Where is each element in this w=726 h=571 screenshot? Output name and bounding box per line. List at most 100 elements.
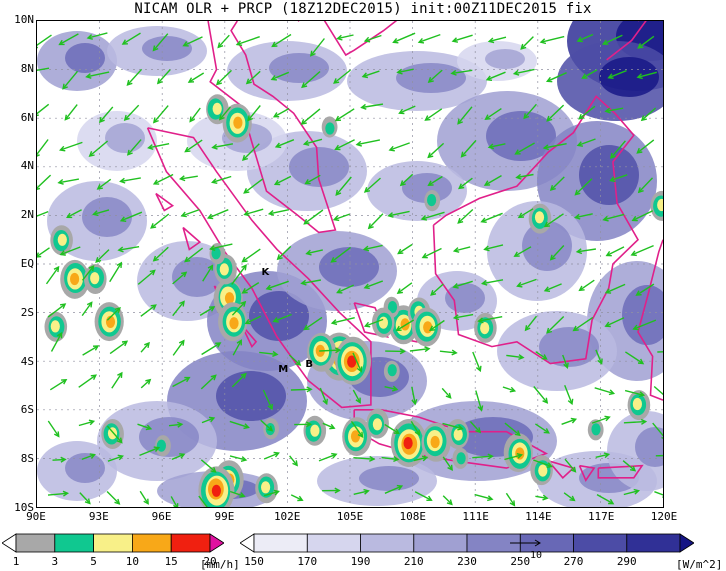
coastline [155, 192, 175, 212]
wind-arrow [595, 349, 603, 365]
wind-arrow [335, 176, 352, 197]
wind-arrow [66, 209, 82, 219]
olr-cloud-core [539, 327, 599, 367]
wind-arrow [564, 384, 574, 406]
wind-arrow [533, 386, 549, 404]
wind-arrow [427, 142, 445, 159]
longitude-tick-label: 90E [26, 510, 46, 523]
wind-arrow [632, 319, 657, 331]
wind-arrow [362, 244, 383, 252]
wind-arrow [37, 210, 49, 217]
wind-arrow [37, 103, 50, 117]
wind-arrow [578, 279, 595, 292]
wind-arrow [235, 36, 260, 46]
latitude-tick-label: 8N [20, 61, 34, 75]
wind-arrow [172, 376, 191, 388]
wind-arrow [535, 423, 550, 434]
wind-arrow [273, 175, 292, 186]
longitude-tick-label: 102E [273, 510, 301, 523]
wind-arrow [609, 174, 628, 183]
wind-arrow [513, 246, 532, 257]
wind-arrow [218, 106, 231, 121]
wind-arrow [217, 34, 230, 49]
wind-arrow [564, 458, 577, 473]
wind-arrow [322, 422, 336, 430]
wind-arrow [263, 451, 280, 460]
colorbar-segment [413, 533, 468, 553]
coastline [578, 464, 596, 482]
olr-cloud-core [485, 49, 525, 69]
wind-arrow [384, 423, 400, 435]
wind-arrow [595, 452, 611, 459]
wind-arrow [353, 455, 376, 462]
wind-arrow [81, 301, 93, 317]
wind-arrow [631, 210, 654, 222]
wind-arrow [147, 143, 170, 150]
wind-arrow [363, 318, 384, 328]
precip-cell [156, 439, 166, 452]
wind-arrow [546, 316, 565, 334]
wind-arrow [623, 418, 648, 425]
wind-arrow [140, 304, 157, 317]
longitude-tick-label: 117E [587, 510, 615, 523]
wind-arrow [107, 454, 124, 462]
wind-arrow [172, 300, 185, 317]
wind-arrow [594, 387, 616, 396]
wind-arrow [79, 492, 91, 505]
precip-cell [90, 272, 100, 285]
wind-arrow [208, 243, 233, 251]
wind-arrow [457, 106, 473, 125]
olr-cloud-core [65, 453, 105, 483]
colorbar-max-triangle [679, 533, 694, 553]
wind-arrow [636, 139, 655, 154]
wind-arrow [184, 139, 203, 153]
colorbar-tick-label: 230 [457, 555, 477, 568]
wind-arrow [330, 317, 355, 326]
colorbar-tick-label: 210 [403, 555, 424, 568]
precip-cell [261, 481, 271, 494]
wind-arrow [81, 265, 95, 281]
wind-arrow [363, 177, 381, 193]
wind-arrow [333, 69, 351, 84]
wind-arrow [545, 72, 567, 83]
wind-arrow [332, 213, 350, 222]
wind-arrow [267, 209, 290, 216]
colorbar-min-triangle [2, 533, 17, 553]
wind-arrow [78, 374, 97, 388]
precip-cell [378, 316, 388, 329]
wind-arrow [635, 283, 655, 296]
wind-arrow [657, 351, 663, 353]
wind-arrow [451, 34, 473, 43]
precip-cell [403, 437, 413, 450]
wind-arrow [385, 348, 406, 355]
wind-arrow [610, 140, 626, 160]
precip-cell [430, 435, 440, 449]
map-panel [36, 20, 664, 508]
colorbar-segment [360, 533, 415, 553]
wind-arrow [485, 71, 506, 81]
wind-arrow [398, 105, 416, 115]
wind-arrow [581, 69, 598, 79]
wind-arrow [487, 36, 507, 44]
wind-arrow [300, 108, 321, 125]
wind-arrow [37, 139, 49, 157]
wind-arrow [472, 351, 482, 373]
wind-arrow [59, 141, 83, 152]
wind-arrow [152, 105, 169, 124]
wind-arrow [352, 389, 361, 404]
wind-arrow [263, 489, 280, 497]
precip-cell [219, 263, 229, 276]
precip-cell [657, 198, 663, 212]
wind-arrow [411, 386, 418, 406]
wind-arrow [310, 38, 325, 57]
wind-arrow [201, 342, 222, 356]
wind-arrow [265, 280, 289, 291]
vector-reference-arrow [510, 539, 541, 547]
wind-arrow [241, 143, 260, 162]
wind-arrow [336, 34, 354, 41]
coastline [182, 226, 202, 251]
wind-arrow [622, 460, 637, 472]
wind-arrow [533, 459, 553, 468]
wind-arrow [441, 387, 452, 399]
precip-cell [427, 194, 437, 207]
